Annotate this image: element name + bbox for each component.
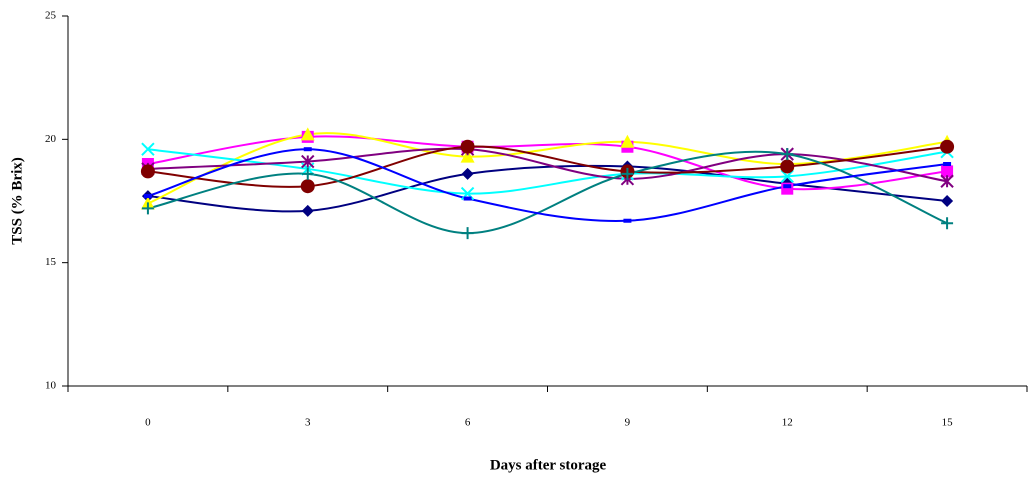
- marker: [141, 142, 155, 156]
- x-tick-label: 6: [465, 417, 471, 429]
- y-axis-title: TSS (% Brix): [9, 157, 25, 245]
- marker: [461, 227, 474, 240]
- y-tick-label: 10: [45, 380, 57, 392]
- marker: [940, 139, 955, 154]
- marker: [461, 167, 474, 180]
- series-line: [147, 148, 948, 195]
- series-line: [147, 164, 948, 213]
- x-tick-label: 12: [782, 417, 793, 429]
- marker: [783, 184, 792, 189]
- marker: [941, 195, 954, 207]
- y-tick-label: 15: [45, 256, 57, 268]
- marker: [300, 179, 315, 194]
- marker: [460, 139, 475, 154]
- marker: [941, 165, 954, 178]
- marker: [141, 202, 154, 215]
- x-tick-label: 3: [305, 417, 311, 429]
- marker: [621, 167, 634, 180]
- marker: [303, 147, 312, 152]
- marker: [301, 167, 314, 180]
- marker: [780, 159, 795, 174]
- x-tick-label: 9: [625, 417, 631, 429]
- y-tick-label: 25: [45, 10, 57, 22]
- marker: [301, 154, 315, 169]
- x-tick-label: 15: [942, 417, 954, 429]
- marker: [460, 149, 475, 163]
- marker: [143, 194, 152, 199]
- marker: [941, 217, 954, 230]
- marker: [300, 127, 315, 141]
- marker: [301, 204, 314, 217]
- marker: [781, 148, 794, 161]
- marker: [463, 196, 472, 201]
- marker: [620, 134, 635, 148]
- series-line: [147, 148, 948, 222]
- marker: [623, 218, 632, 223]
- y-tick-label: 20: [45, 133, 57, 145]
- marker: [140, 164, 155, 179]
- marker: [780, 169, 794, 184]
- series-line: [147, 150, 948, 235]
- x-axis-title: Days after storage: [490, 457, 607, 473]
- marker: [943, 162, 952, 166]
- marker: [940, 174, 954, 188]
- series-line: [147, 147, 948, 183]
- series-line: [147, 132, 948, 205]
- x-tick-label: 0: [145, 417, 151, 429]
- series-line: [147, 145, 948, 188]
